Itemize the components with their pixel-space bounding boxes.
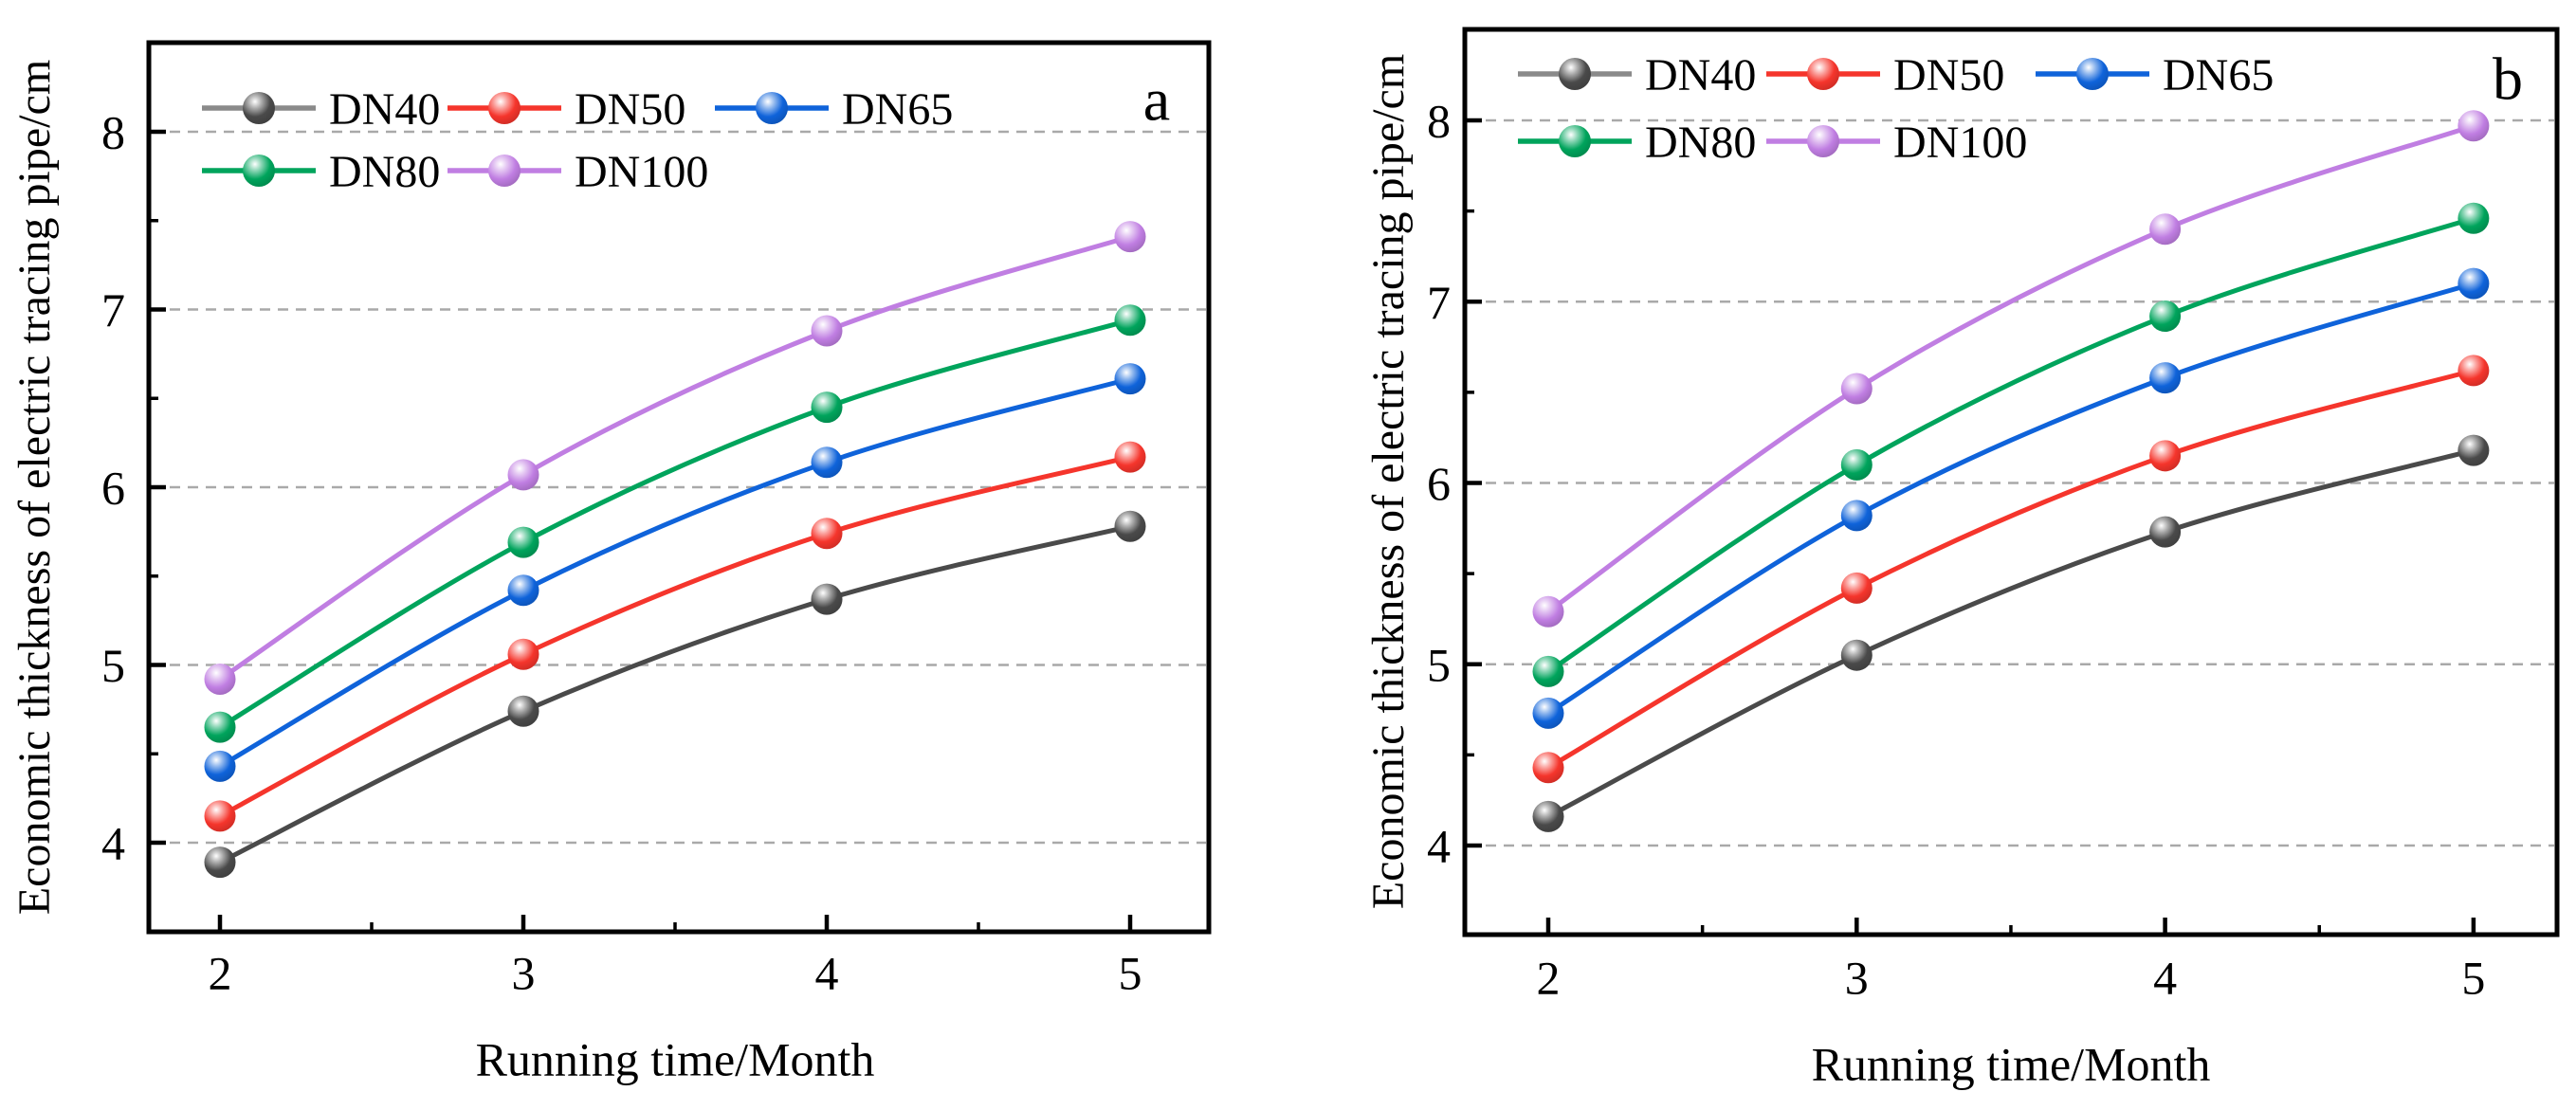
x-tick-label-4: 4 [815, 947, 839, 1000]
marker-dn65-x4 [2149, 362, 2182, 394]
y-tick-label-8: 8 [101, 106, 125, 159]
marker-dn50-x5 [1114, 441, 1146, 473]
series-line-dn50 [1545, 368, 2476, 771]
y-tick-label-7: 7 [1427, 276, 1451, 329]
marker-dn50-x5 [2457, 355, 2490, 387]
marker-dn80-x5 [1114, 304, 1146, 337]
y-axis-title: Economic thickness of electric tracing p… [1363, 54, 1414, 909]
legend-marker-dn80 [243, 155, 275, 187]
marker-dn65-x3 [507, 574, 539, 607]
legend-marker-dn100 [488, 155, 521, 187]
legend-label-dn80: DN80 [1645, 118, 1756, 168]
y-tick-label-4: 4 [1427, 820, 1451, 873]
x-tick-label-5: 5 [2461, 952, 2485, 1005]
x-tick-label-3: 3 [1845, 952, 1869, 1005]
marker-dn40-x3 [507, 695, 539, 727]
legend-label-dn80: DN80 [329, 147, 440, 197]
marker-dn40-x4 [2149, 516, 2182, 548]
marker-dn65-x2 [1532, 697, 1564, 729]
marker-dn50-x4 [811, 518, 843, 550]
marker-dn40-x3 [1840, 639, 1873, 671]
marker-dn65-x3 [1840, 500, 1873, 532]
legend-marker-dn80 [1559, 125, 1591, 157]
y-tick-label-5: 5 [101, 639, 125, 692]
x-axis-title: Running time/Month [1812, 1038, 2211, 1091]
legend-marker-dn65 [2076, 58, 2109, 90]
marker-dn100-x3 [507, 459, 539, 491]
marker-dn80-x4 [2149, 300, 2182, 333]
y-tick-label-8: 8 [1427, 95, 1451, 148]
legend-marker-dn50 [488, 92, 521, 124]
marker-dn100-x2 [204, 664, 236, 695]
legend-label-dn65: DN65 [2163, 50, 2274, 100]
series-line-dn50 [217, 454, 1133, 819]
series-line-dn65 [1545, 281, 2476, 716]
series-line-dn40 [1545, 447, 2476, 819]
y-tick-label-6: 6 [101, 462, 125, 515]
series-line-dn65 [217, 376, 1133, 769]
x-tick-label-2: 2 [209, 947, 232, 1000]
legend-label-dn50: DN50 [575, 84, 685, 135]
marker-dn65-x2 [204, 750, 236, 782]
marker-dn50-x3 [1840, 572, 1873, 604]
marker-dn100-x3 [1840, 373, 1873, 405]
y-tick-label-7: 7 [101, 283, 125, 337]
legend-label-dn100: DN100 [575, 147, 708, 197]
y-axis-title: Economic thickness of electric tracing p… [9, 60, 60, 915]
marker-dn50-x4 [2149, 440, 2182, 472]
panel-letter-a: a [1143, 65, 1170, 133]
legend-marker-dn65 [756, 92, 788, 124]
marker-dn40-x5 [2457, 434, 2490, 466]
y-tick-label-5: 5 [1427, 638, 1451, 691]
x-tick-label-3: 3 [512, 947, 536, 1000]
x-axis-title: Running time/Month [476, 1033, 875, 1086]
marker-dn100-x4 [2149, 213, 2182, 246]
marker-dn80-x3 [507, 526, 539, 558]
y-tick-label-4: 4 [101, 817, 125, 870]
panel-letter-b: b [2493, 45, 2523, 112]
marker-dn65-x4 [811, 446, 843, 479]
marker-dn40-x2 [204, 846, 236, 879]
marker-dn100-x5 [2457, 110, 2490, 142]
marker-dn65-x5 [2457, 267, 2490, 300]
x-tick-label-5: 5 [1119, 947, 1142, 1000]
marker-dn40-x4 [811, 583, 843, 615]
marker-dn100-x5 [1114, 221, 1146, 253]
chart-panel-a: 4 5 6 7 8 2 3 4 5 DN40 DN50 DN65 DN80 DN100 a Economic … [9, 40, 1212, 1086]
legend-label-dn100: DN100 [1893, 118, 2027, 168]
marker-dn50-x2 [1532, 752, 1564, 784]
x-tick-label-2: 2 [1537, 952, 1561, 1005]
series-line-dn40 [217, 523, 1133, 865]
series-line-dn100 [217, 234, 1133, 682]
legend-marker-dn40 [243, 92, 275, 124]
x-tick-label-4: 4 [2153, 952, 2177, 1005]
marker-dn80-x3 [1840, 448, 1873, 481]
marker-dn40-x2 [1532, 800, 1564, 832]
marker-dn50-x2 [204, 800, 236, 832]
chart-svg-b: 4 5 6 7 8 2 3 4 5 DN40 DN50 DN65 DN80 DN100 b Economic … [1363, 27, 2560, 1091]
marker-dn100-x2 [1532, 595, 1564, 628]
chart-svg-a: 4 5 6 7 8 2 3 4 5 DN40 DN50 DN65 DN80 DN100 a Economic … [9, 40, 1212, 1086]
chart-panel-b: 4 5 6 7 8 2 3 4 5 DN40 DN50 DN65 DN80 DN100 b Economic … [1288, 0, 2576, 1110]
legend-label-dn40: DN40 [1645, 50, 1756, 100]
marker-dn65-x5 [1114, 363, 1146, 395]
legend-marker-dn40 [1559, 58, 1591, 90]
y-tick-label-6: 6 [1427, 457, 1451, 510]
series-line-dn80 [1545, 215, 2476, 674]
marker-dn80-x2 [204, 711, 236, 743]
marker-dn40-x5 [1114, 510, 1146, 542]
marker-dn80-x4 [811, 391, 843, 424]
legend-marker-dn100 [1807, 125, 1839, 157]
marker-dn50-x3 [507, 638, 539, 670]
legend-marker-dn50 [1807, 58, 1839, 90]
marker-dn100-x4 [811, 315, 843, 347]
legend-label-dn40: DN40 [329, 84, 440, 135]
marker-dn80-x5 [2457, 202, 2490, 234]
legend-label-dn50: DN50 [1893, 50, 2004, 100]
series-line-dn100 [1545, 123, 2476, 614]
series-line-dn80 [217, 318, 1133, 730]
legend-label-dn65: DN65 [842, 84, 953, 135]
marker-dn80-x2 [1532, 655, 1564, 687]
